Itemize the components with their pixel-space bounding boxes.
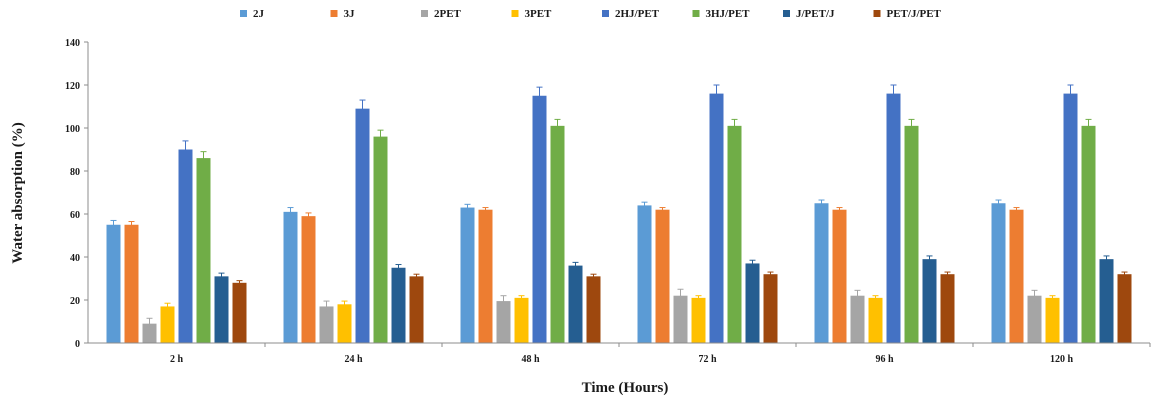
- bar: [214, 276, 229, 343]
- legend-label: 3HJ/PET: [706, 8, 751, 20]
- bar: [106, 224, 121, 343]
- bar: [922, 259, 937, 343]
- y-tick-label: 140: [65, 38, 80, 49]
- series-j-pet-j: [214, 255, 1114, 343]
- series-3j: [124, 207, 1024, 343]
- bar: [850, 295, 865, 343]
- x-axis-title: Time (Hours): [582, 380, 669, 396]
- x-tick-label: 120 h: [1050, 354, 1074, 365]
- bar: [763, 274, 778, 343]
- bar: [337, 304, 352, 343]
- bar: [301, 216, 316, 343]
- bar: [1009, 209, 1024, 343]
- series-3pet: [160, 295, 1060, 343]
- bar: [1027, 295, 1042, 343]
- bar: [160, 306, 175, 343]
- legend-label: 3PET: [525, 8, 553, 20]
- series-2j: [106, 199, 1006, 343]
- bar: [1081, 125, 1096, 343]
- legend-swatch: [692, 10, 700, 17]
- bar: [1063, 93, 1078, 343]
- bar: [637, 205, 652, 343]
- legend-swatch: [873, 10, 881, 17]
- series-3hj-pet: [196, 118, 1096, 343]
- bar: [691, 297, 706, 343]
- bar: [568, 265, 583, 343]
- bar: [496, 301, 511, 343]
- x-tick-label: 24 h: [344, 354, 363, 365]
- bar: [673, 295, 688, 343]
- bar: [532, 95, 547, 343]
- bar: [832, 209, 847, 343]
- legend-swatch: [602, 10, 609, 17]
- y-tick-label: 20: [70, 296, 80, 307]
- legend-label: 2HJ/PET: [615, 8, 660, 20]
- bar: [868, 297, 883, 343]
- legend-label: 2PET: [434, 8, 462, 20]
- bar: [904, 125, 919, 343]
- y-tick-label: 60: [70, 210, 80, 221]
- y-tick-label: 40: [70, 253, 80, 264]
- legend-swatch: [511, 10, 519, 17]
- bar: [550, 125, 565, 343]
- bar: [655, 209, 670, 343]
- bar: [355, 108, 370, 344]
- legend-label: PET/J/PET: [887, 8, 942, 20]
- bar: [178, 149, 193, 343]
- x-axis: 2 h 24 h 48 h 72 h 96 h 120 h: [88, 342, 1151, 365]
- x-tick-label: 72 h: [698, 354, 717, 365]
- bar: [391, 267, 406, 343]
- bar: [745, 263, 760, 343]
- legend-label: 3J: [344, 8, 356, 20]
- y-axis-title: Water absorption (%): [10, 122, 26, 263]
- series-pet-j-pet: [232, 271, 1132, 343]
- y-axis: 0 20 40 60 80 100 120 140: [65, 38, 89, 350]
- bar: [886, 93, 901, 343]
- bar: [478, 209, 493, 343]
- bar: [940, 274, 955, 343]
- bar: [514, 297, 529, 343]
- legend-swatch: [421, 10, 428, 17]
- x-tick-label: 2 h: [170, 354, 184, 365]
- bar: [283, 211, 298, 343]
- bars: [106, 84, 1132, 344]
- legend-label: 2J: [253, 8, 265, 20]
- bar: [991, 203, 1006, 343]
- bar: [373, 136, 388, 343]
- legend-swatch: [240, 10, 247, 17]
- bar: [409, 276, 424, 343]
- bar: [727, 125, 742, 343]
- series-2hj-pet: [178, 84, 1078, 344]
- x-tick-label: 96 h: [875, 354, 894, 365]
- bar: [142, 323, 157, 343]
- bar: [460, 207, 475, 343]
- bar: [196, 158, 211, 343]
- bar: [319, 306, 334, 343]
- series-2pet: [142, 288, 1042, 343]
- legend-swatch: [330, 10, 338, 17]
- bar: [1099, 259, 1114, 343]
- legend-swatch: [783, 10, 790, 17]
- x-tick-label: 48 h: [521, 354, 540, 365]
- bar: [586, 276, 601, 343]
- bar: [232, 282, 247, 343]
- bar: [1117, 274, 1132, 343]
- bar: [1045, 297, 1060, 343]
- y-tick-label: 100: [65, 124, 80, 135]
- bar: [124, 224, 139, 343]
- y-tick-label: 80: [70, 167, 80, 178]
- bar: [709, 93, 724, 343]
- bar: [814, 203, 829, 343]
- legend-label: J/PET/J: [796, 8, 835, 20]
- legend: 2J 3J 2PET 3PET 2HJ/PET 3HJ/PET J/PET/J PET/J/P…: [240, 8, 942, 20]
- y-tick-label: 0: [75, 339, 80, 350]
- y-tick-label: 120: [65, 81, 80, 92]
